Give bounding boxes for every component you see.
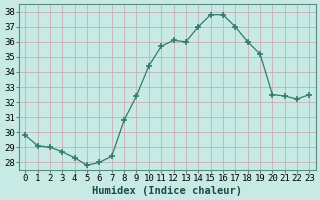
X-axis label: Humidex (Indice chaleur): Humidex (Indice chaleur) — [92, 186, 242, 196]
